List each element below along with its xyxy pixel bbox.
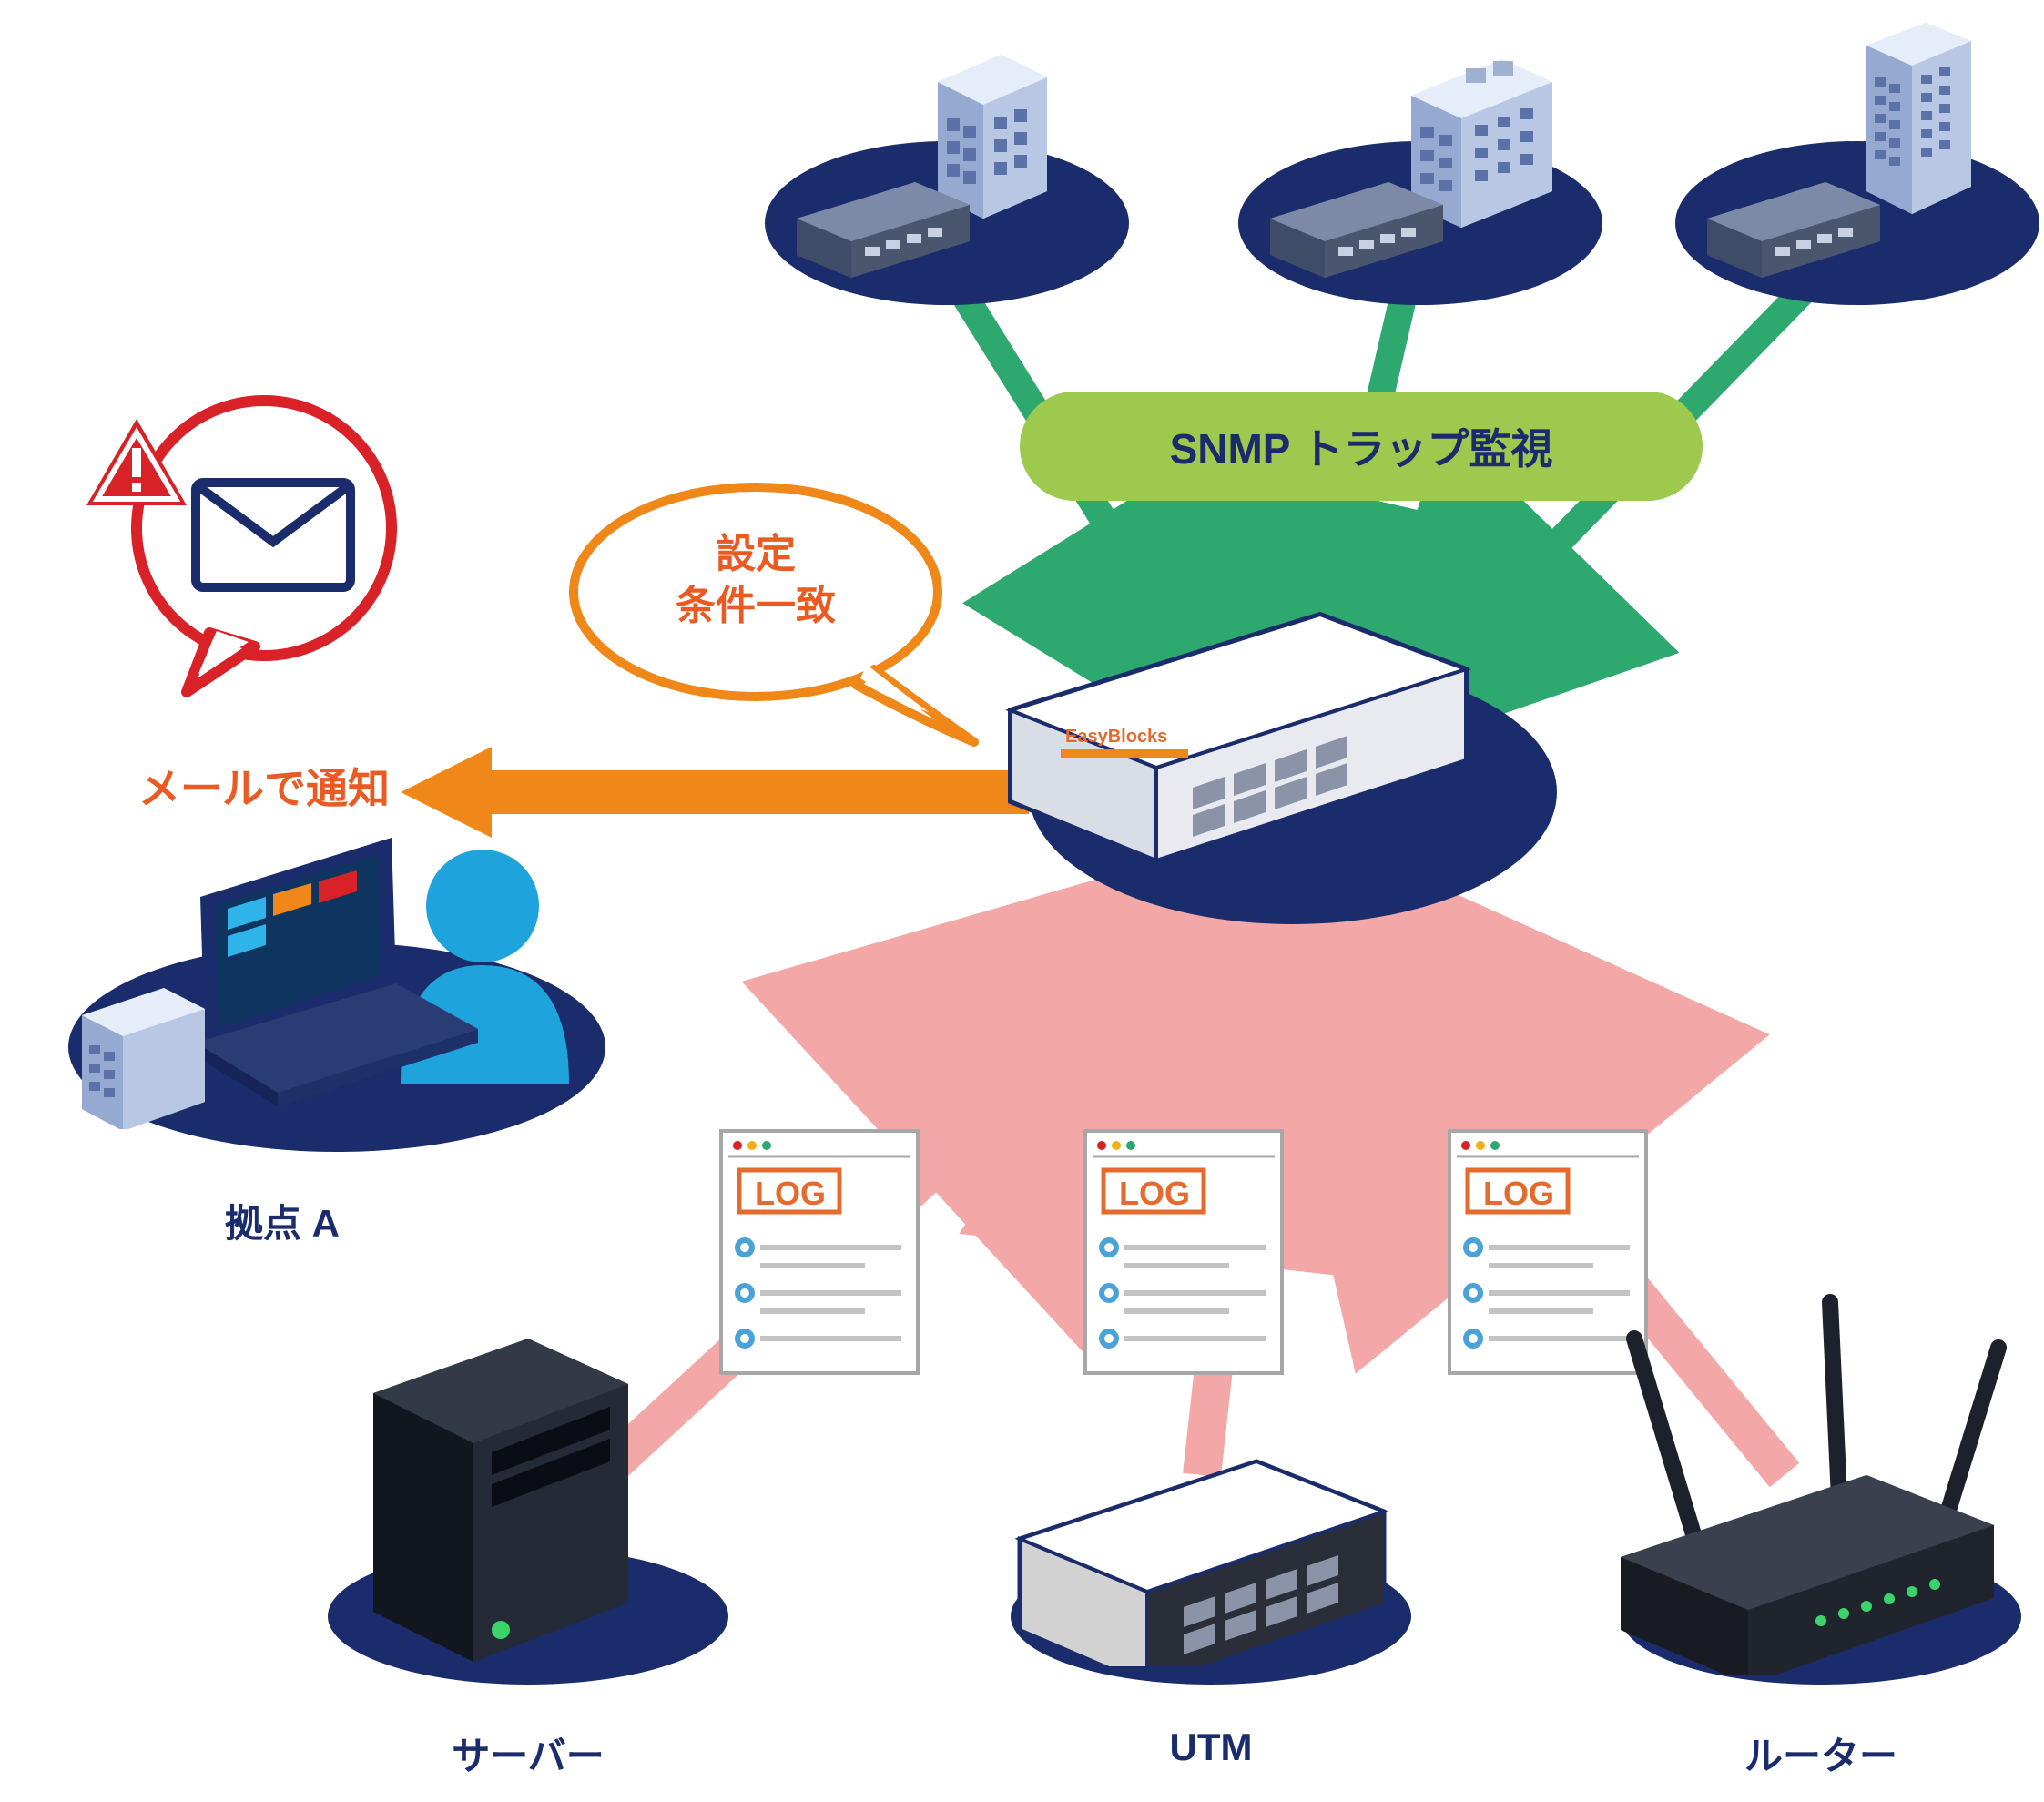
utm-label: UTM: [1120, 1726, 1302, 1769]
server-icon: [346, 1302, 674, 1666]
router-label: ルーター: [1693, 1726, 1948, 1781]
switch-icon-1: [1261, 178, 1452, 278]
log-label-2: LOG: [1473, 1175, 1564, 1213]
snmp-pill: SNMP トラップ監視: [1020, 392, 1703, 501]
switch-icon-2: [1698, 178, 1889, 278]
condition-text: 設定 条件一致: [583, 528, 929, 632]
center-appliance-icon: EasyBlocks: [983, 587, 1493, 860]
server-label: サーバー: [401, 1726, 656, 1781]
log-label-0: LOG: [745, 1175, 836, 1213]
site-a-label: 拠点 A: [182, 1193, 382, 1248]
router-icon: [1584, 1293, 2021, 1675]
snmp-label: SNMP トラップ監視: [1170, 416, 1553, 476]
switch-icon-0: [788, 178, 979, 278]
mail-alert-icon: [82, 382, 401, 719]
site-a-icon: [64, 810, 628, 1129]
svg-text:EasyBlocks: EasyBlocks: [1065, 727, 1167, 747]
log-label-1: LOG: [1109, 1175, 1200, 1213]
diagram-canvas: SNMP トラップ監視 EasyBlocks 設定 条件一致 メールで通知: [0, 0, 2044, 1802]
utm-icon: [1002, 1439, 1402, 1666]
notify-label: メールで通知: [73, 756, 455, 816]
condition-line2: 条件一致: [583, 580, 929, 632]
condition-line1: 設定: [583, 528, 929, 580]
log-doc-0-inner: [719, 1129, 920, 1375]
log-doc-1-inner: [1083, 1129, 1284, 1375]
